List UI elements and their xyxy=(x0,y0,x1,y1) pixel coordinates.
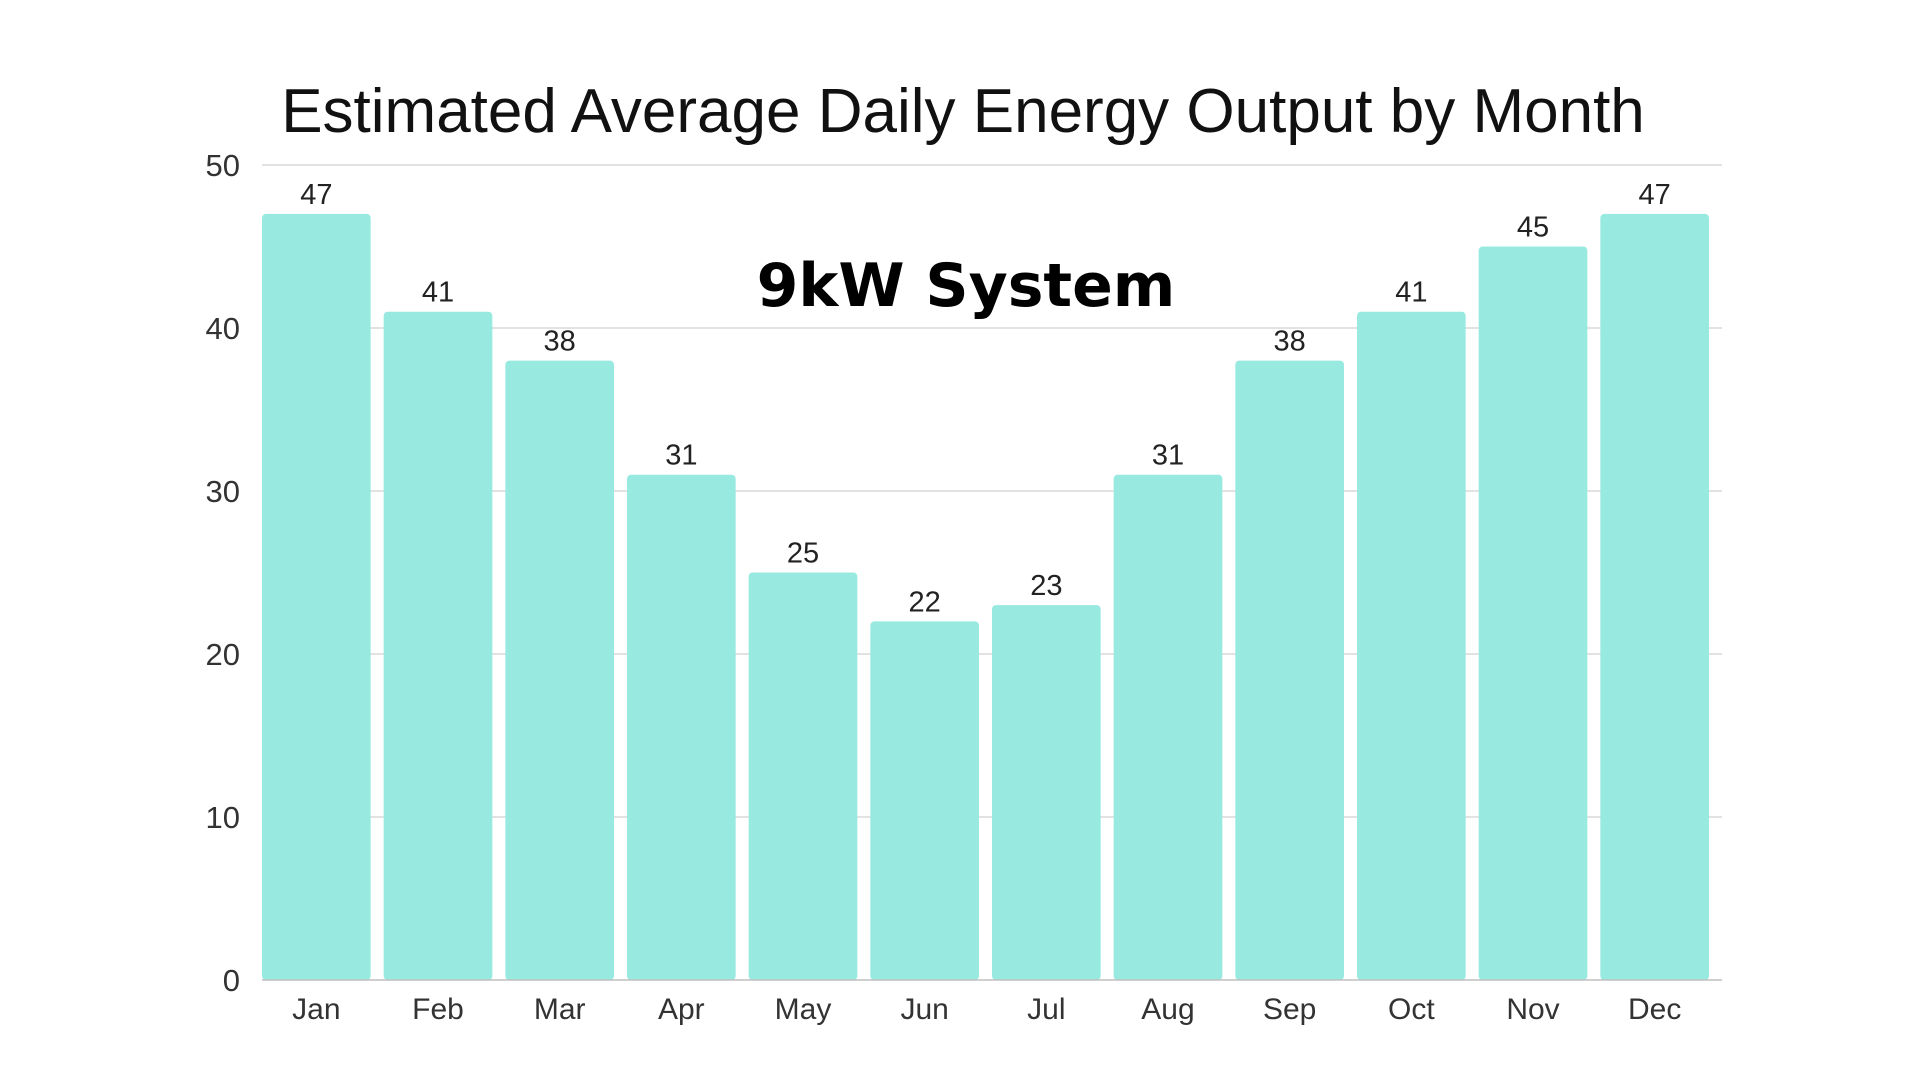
bar-value-label: 23 xyxy=(1030,570,1062,602)
x-tick-label: Nov xyxy=(1506,993,1559,1026)
bar-aug xyxy=(1113,474,1223,980)
bar-value-label: 38 xyxy=(1274,326,1306,358)
x-tick-label: Apr xyxy=(658,993,705,1026)
bar-value-label: 47 xyxy=(300,179,332,211)
x-tick-label: Jul xyxy=(1027,993,1065,1026)
bar-value-label: 25 xyxy=(787,538,819,570)
bar-value-label: 41 xyxy=(422,277,454,309)
x-axis-tick-labels: Jan Feb Mar Apr May Jun Jul Aug Sep Oct Nov Dec xyxy=(292,993,1681,1026)
bar-jan xyxy=(262,213,371,980)
bar-value-label: 22 xyxy=(909,586,941,618)
bar-mar xyxy=(505,360,614,981)
x-tick-label: Jan xyxy=(292,993,340,1026)
bar-value-labels: 47 41 38 31 25 22 23 31 38 41 45 47 xyxy=(300,179,1671,619)
x-tick-label: Feb xyxy=(412,993,464,1026)
bar-sep xyxy=(1235,360,1344,981)
x-tick-label: Mar xyxy=(534,993,586,1026)
x-tick-label: Aug xyxy=(1141,993,1194,1026)
x-tick-label: Jun xyxy=(900,993,948,1026)
bar-value-label: 47 xyxy=(1639,179,1671,211)
y-tick-label: 10 xyxy=(206,800,240,835)
x-tick-label: Dec xyxy=(1628,993,1681,1026)
chart-title: Estimated Average Daily Energy Output by… xyxy=(281,77,1645,146)
bar-value-label: 45 xyxy=(1517,212,1549,244)
bar-jul xyxy=(992,605,1101,980)
bar-jun xyxy=(870,621,979,980)
bar-value-label: 38 xyxy=(544,326,576,358)
bar-may xyxy=(748,572,858,980)
x-tick-label: Sep xyxy=(1263,993,1316,1026)
y-tick-label: 0 xyxy=(223,963,240,998)
bar-value-label: 31 xyxy=(665,440,697,472)
x-tick-label: May xyxy=(775,993,832,1026)
y-tick-label: 40 xyxy=(206,311,240,346)
bars xyxy=(262,213,1709,981)
bar-feb xyxy=(383,311,493,980)
y-tick-label: 30 xyxy=(206,474,240,509)
x-tick-label: Oct xyxy=(1388,993,1435,1026)
bar-dec xyxy=(1600,213,1709,980)
bar-value-label: 31 xyxy=(1152,440,1184,472)
bar-apr xyxy=(627,474,736,980)
y-tick-label: 20 xyxy=(206,637,240,672)
bar-value-label: 41 xyxy=(1395,277,1427,309)
bar-nov xyxy=(1478,246,1588,980)
y-tick-label: 50 xyxy=(206,148,240,183)
bar-oct xyxy=(1357,311,1466,980)
y-axis-tick-labels: 0 10 20 30 40 50 xyxy=(206,148,240,998)
chart-subtitle: 9kW System xyxy=(757,251,1176,321)
